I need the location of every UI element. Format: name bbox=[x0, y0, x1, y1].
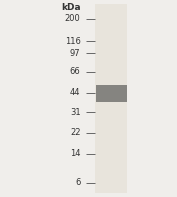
Text: 14: 14 bbox=[70, 149, 81, 158]
Bar bbox=[95, 4, 127, 193]
Text: 6: 6 bbox=[75, 178, 81, 187]
Text: 66: 66 bbox=[70, 67, 81, 76]
Text: 200: 200 bbox=[65, 14, 81, 23]
Text: 97: 97 bbox=[70, 49, 81, 58]
Text: 31: 31 bbox=[70, 108, 81, 117]
Text: 22: 22 bbox=[70, 128, 81, 138]
Bar bbox=[96, 85, 127, 102]
Text: 116: 116 bbox=[65, 37, 81, 46]
Text: kDa: kDa bbox=[61, 3, 81, 12]
Text: 44: 44 bbox=[70, 88, 81, 97]
